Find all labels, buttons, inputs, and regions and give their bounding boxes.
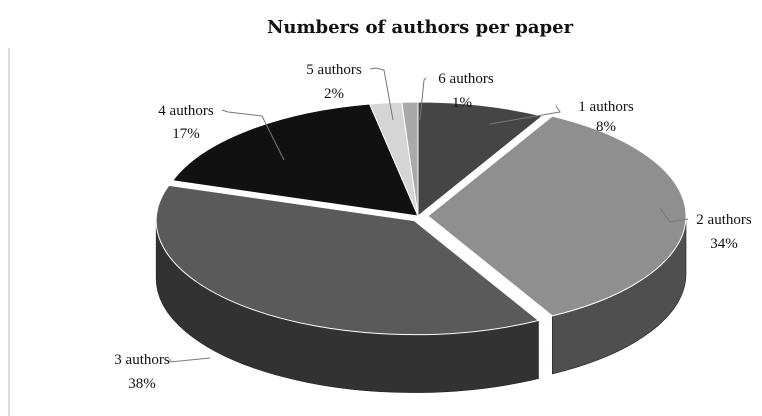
slice-value-2: 34% bbox=[710, 236, 738, 252]
slice-value-6: 1% bbox=[452, 95, 472, 111]
slice-value-3: 38% bbox=[128, 376, 156, 392]
slice-value-4: 17% bbox=[172, 126, 200, 142]
slice-label-6: 6 authors bbox=[438, 71, 494, 87]
slice-value-1: 8% bbox=[596, 119, 616, 135]
slice-label-4: 4 authors bbox=[158, 103, 214, 119]
slice-label-5: 5 authors bbox=[306, 62, 362, 78]
slice-value-5: 2% bbox=[324, 86, 344, 102]
slice-label-1: 1 authors bbox=[578, 99, 634, 115]
leader-line-3 bbox=[170, 358, 210, 362]
slice-label-2: 2 authors bbox=[696, 212, 752, 228]
slice-label-3: 3 authors bbox=[114, 352, 170, 368]
chart-title: Numbers of authors per paper bbox=[267, 17, 574, 38]
